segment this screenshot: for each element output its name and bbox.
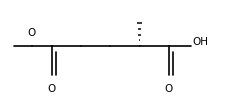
- Text: O: O: [48, 84, 56, 94]
- Text: O: O: [27, 28, 36, 38]
- Text: OH: OH: [192, 37, 208, 47]
- Text: O: O: [165, 84, 173, 94]
